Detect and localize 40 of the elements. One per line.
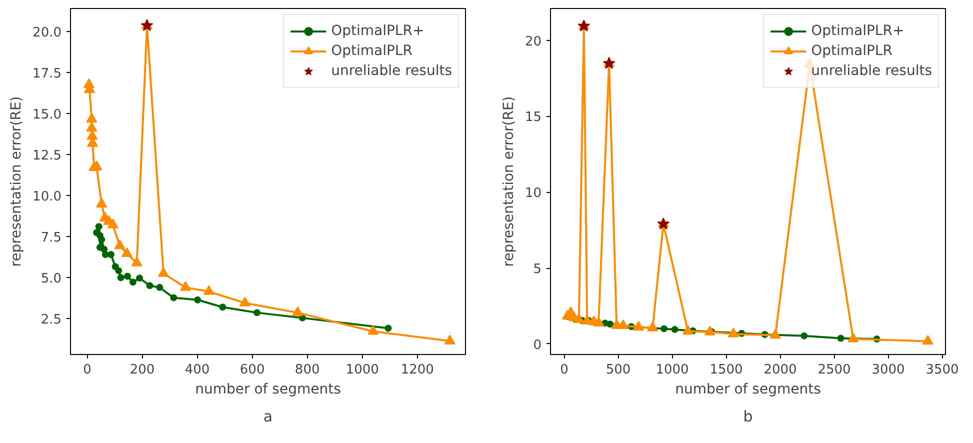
x-tick-label: 500 <box>606 362 631 378</box>
y-tick-label: 7.5 <box>40 230 62 246</box>
x-tick-label: 3500 <box>926 362 959 378</box>
x-axis-title: number of segments <box>195 382 341 398</box>
y-tick-label: 5.0 <box>40 271 62 286</box>
y-tick-label: 20.0 <box>32 25 62 40</box>
x-tick-label: 400 <box>184 362 210 378</box>
y-tick-label: 12.5 <box>32 148 62 164</box>
y-tick-label: 2.5 <box>40 312 62 328</box>
legend-label: unreliable results <box>331 63 452 79</box>
y-tick-label: 20 <box>524 34 542 50</box>
x-tick-label: 1000 <box>346 362 379 378</box>
x-tick-label: 2000 <box>764 362 797 378</box>
y-tick-label: 0 <box>533 338 542 353</box>
y-axis-title: representation error(RE) <box>500 96 517 267</box>
text: b <box>743 408 753 426</box>
x-axis-title: number of segments <box>675 382 821 398</box>
legend-label: OptimalPLR <box>331 43 412 59</box>
y-tick-label: 10 <box>524 186 542 202</box>
y-tick-label: 15 <box>524 110 542 126</box>
y-tick-label: 5 <box>533 262 542 277</box>
legend-label: OptimalPLR+ <box>811 23 904 39</box>
x-tick-label: 1500 <box>710 362 743 378</box>
y-tick-label: 15.0 <box>32 107 62 122</box>
y-tick-label: 10.0 <box>32 189 62 204</box>
x-tick-label: 1000 <box>656 362 689 378</box>
legend-label: OptimalPLR+ <box>331 23 424 39</box>
x-tick-label: 0 <box>560 362 568 378</box>
x-tick-label: 600 <box>240 362 265 378</box>
legend-label: unreliable results <box>811 63 932 79</box>
x-tick-label: 2500 <box>818 362 851 378</box>
legend-label: OptimalPLR <box>811 43 892 59</box>
x-tick-label: 0 <box>83 362 92 378</box>
y-tick-label: 17.5 <box>32 66 62 82</box>
text: a <box>263 408 273 426</box>
x-tick-label: 800 <box>294 362 320 378</box>
x-tick-label: 3000 <box>872 362 905 378</box>
x-tick-label: 1200 <box>400 362 434 378</box>
y-axis-title: representation error(RE) <box>8 96 25 267</box>
x-tick-label: 200 <box>130 362 155 378</box>
